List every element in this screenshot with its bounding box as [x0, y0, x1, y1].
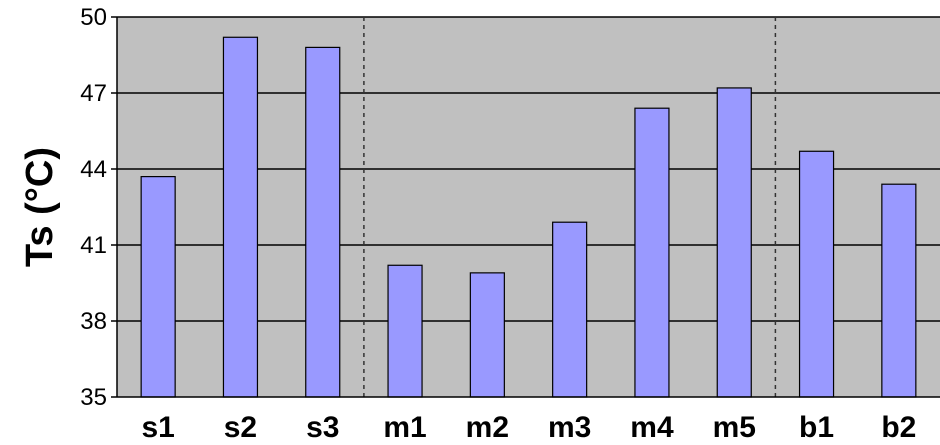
x-tick-label-m4: m4: [630, 411, 674, 444]
x-tick-label-b2: b2: [881, 411, 916, 444]
bar-m4: [634, 107, 670, 398]
x-axis: s1 s2 s3 m1 m2 m3 m4 m5 b1 b2: [117, 396, 940, 444]
x-tick-label-b1: b1: [799, 411, 834, 444]
x-tick-label-m2: m2: [466, 411, 509, 444]
bar-s2: [222, 36, 259, 398]
y-axis-title: Ts (°C): [19, 147, 61, 267]
y-tick-label: 50: [80, 4, 107, 31]
y-tick-label: 35: [80, 384, 107, 411]
x-tick-label-s3: s3: [306, 411, 339, 444]
x-tick-label-m3: m3: [548, 411, 591, 444]
bars: [140, 36, 917, 398]
x-tick-label-s2: s2: [224, 411, 257, 444]
y-tick-label: 41: [80, 232, 107, 259]
bar-m5: [716, 87, 752, 398]
bar-s1: [140, 176, 176, 398]
bar-m1: [387, 264, 423, 398]
y-axis: 35 38 41 44 47 50: [80, 4, 118, 411]
y-tick-label: 38: [80, 308, 107, 335]
bar-b2: [881, 183, 917, 398]
bar-s3: [305, 46, 341, 398]
bar-m3: [552, 221, 588, 398]
bar-m2: [469, 272, 505, 398]
x-tick-label-m5: m5: [713, 411, 756, 444]
y-tick-label: 44: [80, 156, 107, 183]
y-tick-label: 47: [80, 80, 107, 107]
bar-b1: [798, 150, 835, 398]
x-tick-label-s1: s1: [141, 411, 174, 444]
x-tick-label-m1: m1: [383, 411, 426, 444]
